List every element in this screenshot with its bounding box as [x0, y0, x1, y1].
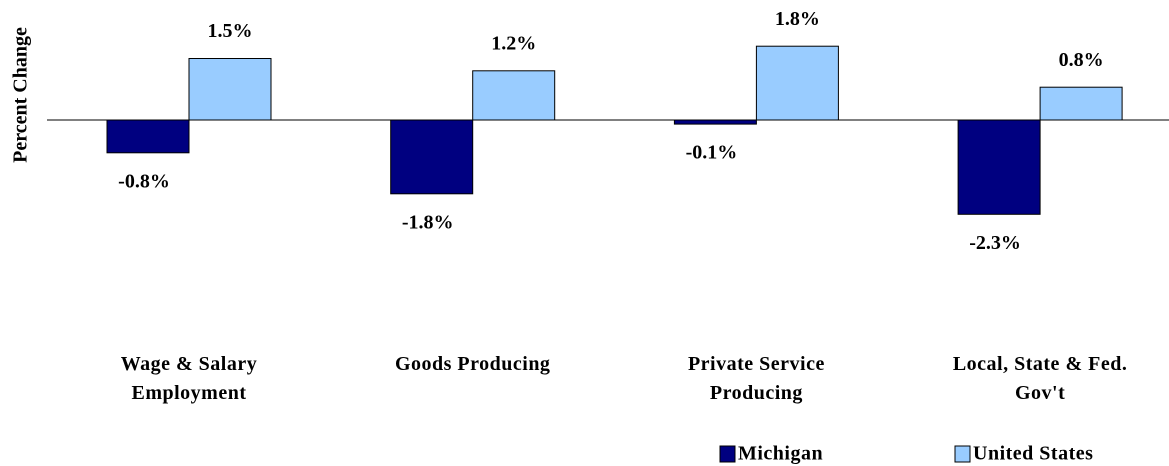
bar — [673, 119, 757, 125]
x-tick-label: Private Service Producing — [687, 353, 825, 404]
bar — [188, 58, 272, 121]
x-tick-label: Goods Producing — [394, 353, 551, 375]
legend-swatch — [719, 445, 736, 463]
x-tick-label: Local, State & Fed. Gov't — [952, 353, 1128, 404]
value-label: -2.3% — [969, 232, 1021, 254]
value-label: 0.8% — [1059, 49, 1104, 71]
bar — [472, 70, 556, 121]
value-label: 1.5% — [208, 20, 253, 42]
value-label: 1.8% — [775, 8, 820, 30]
y-axis-label: Percent Change — [10, 27, 32, 163]
legend-swatch — [954, 445, 971, 463]
bar — [1039, 86, 1123, 121]
x-tick-label: Wage & Salary Employment — [120, 353, 258, 404]
value-label: -1.8% — [402, 211, 454, 233]
bar — [106, 119, 190, 154]
value-label: 1.2% — [491, 32, 536, 54]
value-label: -0.8% — [118, 170, 170, 192]
legend-label: Michigan — [738, 443, 823, 465]
value-label: -0.1% — [686, 142, 738, 164]
bar — [957, 119, 1041, 215]
bar — [390, 119, 474, 195]
legend-label: United States — [973, 443, 1093, 465]
bar — [755, 45, 839, 121]
